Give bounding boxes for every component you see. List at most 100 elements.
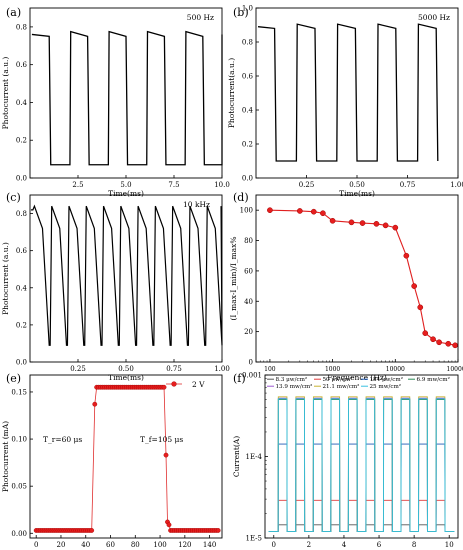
- photocurrent-line: [31, 30, 223, 166]
- y-tick-label: 20: [244, 328, 253, 336]
- data-point: [163, 452, 169, 458]
- legend-marker: [171, 381, 177, 387]
- x-tick-label: 5.0: [120, 181, 131, 189]
- x-tick-label: 80: [131, 541, 140, 549]
- y-tick-label: 60: [244, 267, 253, 275]
- data-point: [161, 384, 167, 390]
- data-point: [310, 208, 317, 215]
- x-tick-label: 0.50: [118, 365, 134, 373]
- y-tick-label: 0.001: [242, 372, 262, 380]
- panel-label: (e): [6, 372, 21, 385]
- data-point: [320, 210, 326, 217]
- photocurrent-line: [30, 204, 223, 346]
- legend-label: 2 V: [192, 380, 205, 389]
- panel-label: (d): [233, 191, 249, 204]
- panel-1: 0.25 0.50 0.75 1.00 0.0 0.2 0.4 0.6 0.8 1.0 Time(m…: [227, 5, 463, 199]
- legend: 8.3 μw/cm² 50 μw/cm² 184 μw/cm² 6.9 mw/cm² 1…: [267, 376, 450, 390]
- x-tick-label: 10000: [386, 366, 405, 373]
- data-point: [452, 342, 458, 349]
- y-tick-label: 0.05: [11, 483, 27, 491]
- x-tick-label: 140: [203, 541, 216, 549]
- x-tick-label: 40: [81, 541, 90, 549]
- x-tick-label: 1.00: [450, 181, 463, 189]
- panel-2: 0.25 0.50 0.75 1.00 0.0 0.2 0.4 0.6 0.8 Time(ms) P…: [1, 194, 230, 382]
- x-tick-label: 100: [264, 366, 276, 373]
- y-tick-label: 0.2: [16, 137, 27, 145]
- response-line: [269, 209, 456, 346]
- y-tick-label: 0.0: [242, 175, 253, 183]
- x-axis-label: Time(ms): [108, 373, 144, 382]
- y-tick-label: 0.6: [16, 247, 28, 255]
- series-line: [268, 499, 455, 532]
- data-point: [392, 224, 399, 231]
- x-tick-label: 120: [178, 541, 191, 549]
- x-tick-label: 60: [106, 541, 115, 549]
- photocurrent-line: [257, 23, 439, 162]
- plot-frame: [264, 374, 459, 539]
- y-tick-label: 0.4: [242, 107, 254, 115]
- x-tick-label: 10.0: [214, 181, 230, 189]
- y-tick-label: 0.2: [16, 321, 27, 329]
- legend: 2 V: [166, 380, 205, 389]
- data-point: [359, 220, 366, 226]
- x-tick-label: 0.50: [349, 181, 365, 189]
- y-tick-label: 80: [244, 237, 253, 245]
- y-tick-label: 0.8: [16, 23, 27, 31]
- legend-label: 50 μw/cm²: [323, 376, 353, 383]
- y-axis-label: (I_max-I_min)/I_max%: [229, 236, 238, 320]
- plot-frame: [255, 194, 459, 363]
- y-tick-label: 0.4: [16, 99, 28, 107]
- x-tick-label: 1000: [325, 366, 340, 373]
- data-point: [329, 217, 336, 224]
- x-tick-label: 6: [377, 541, 382, 549]
- y-tick-label: 0.4: [16, 284, 28, 292]
- panel-label: (a): [6, 6, 21, 19]
- series-line: [268, 524, 455, 532]
- data-point: [422, 330, 429, 337]
- data-point: [403, 252, 410, 259]
- y-tick-label: 0: [249, 359, 253, 367]
- y-tick-label: 0.0: [16, 175, 27, 183]
- y-tick-label: 100: [240, 207, 253, 215]
- legend-label: 6.9 mw/cm²: [417, 376, 450, 383]
- data-point: [89, 528, 95, 533]
- data-point: [166, 522, 172, 528]
- y-tick-label: 40: [244, 298, 253, 306]
- data-point: [373, 220, 380, 227]
- panel-0: 2.5 5.0 7.5 10.0 0.0 0.2 0.4 0.6 0.8 Time(ms) Phot…: [1, 7, 230, 198]
- y-tick-label: 0.6: [16, 61, 28, 69]
- x-tick-label: 0.75: [166, 365, 182, 373]
- data-point: [296, 208, 303, 214]
- data-point: [430, 336, 436, 343]
- x-tick-label: 7.5: [168, 181, 179, 189]
- y-tick-label: 1E-5: [245, 535, 262, 543]
- y-tick-label: 1.0: [242, 5, 253, 13]
- panel-label: (f): [233, 372, 246, 385]
- x-tick-label: 4: [342, 541, 347, 549]
- legend-label: 13.9 mw/cm²: [276, 383, 313, 390]
- y-tick-label: 0.00: [11, 530, 27, 538]
- data-point: [445, 340, 452, 347]
- data-point: [215, 528, 221, 533]
- y-axis-label: Current(A): [232, 436, 241, 477]
- legend-label: 8.3 μw/cm²: [276, 376, 308, 383]
- series-line: [268, 397, 455, 532]
- data-point: [382, 222, 389, 229]
- series-line: [268, 396, 455, 532]
- legend-label: 21.1 mw/cm²: [323, 383, 360, 390]
- y-tick-label: 0.8: [242, 39, 253, 47]
- series-line: [268, 398, 455, 532]
- y-axis-label: Photocurrent (mA): [1, 421, 10, 492]
- legend-label: 184 μw/cm²: [370, 376, 403, 383]
- data-point: [348, 219, 355, 226]
- data-point: [411, 283, 418, 289]
- x-tick-label: 0.75: [400, 181, 416, 189]
- data-point: [267, 207, 273, 214]
- y-tick-label: 0.2: [242, 141, 253, 149]
- x-axis-label: Frequence (Hz): [327, 373, 387, 382]
- x-tick-label: 1.00: [214, 365, 230, 373]
- series-line: [268, 443, 455, 532]
- x-axis-label: Time(ms): [108, 189, 144, 198]
- x-tick-label: 0: [34, 541, 38, 549]
- x-tick-label: 100000: [447, 366, 463, 373]
